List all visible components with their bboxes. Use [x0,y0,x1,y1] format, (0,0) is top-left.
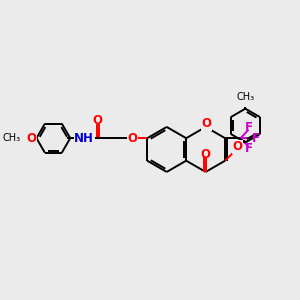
Text: F: F [252,132,260,145]
Text: F: F [244,142,253,155]
Text: CH₃: CH₃ [236,92,254,103]
Text: O: O [128,132,138,145]
Text: CH₃: CH₃ [3,133,21,143]
Text: NH: NH [74,132,94,145]
Text: O: O [201,117,211,130]
Text: F: F [244,121,253,134]
Text: O: O [26,132,36,145]
Text: O: O [233,140,243,153]
Text: O: O [92,114,103,127]
Text: O: O [201,148,211,161]
